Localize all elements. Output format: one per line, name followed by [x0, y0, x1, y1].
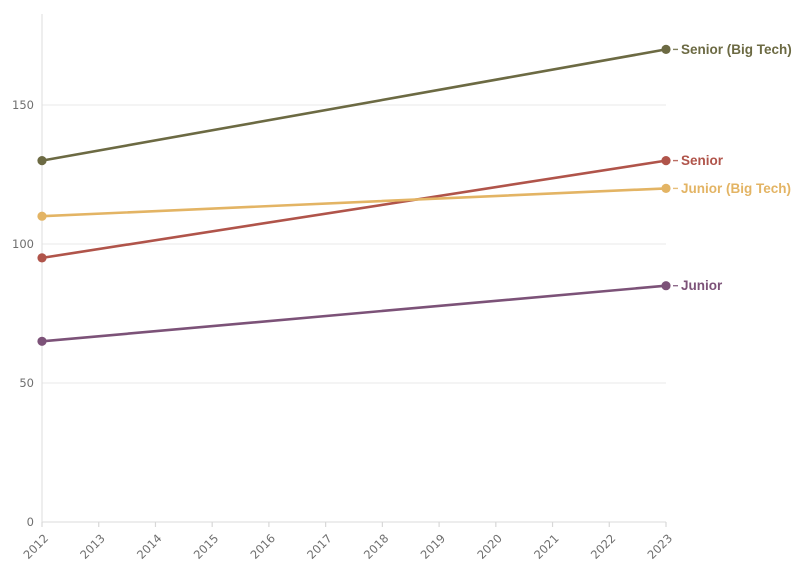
data-point — [661, 183, 671, 193]
x-tick-label: 2013 — [77, 531, 108, 562]
series-line — [40, 159, 668, 260]
x-tick-label: 2012 — [21, 531, 52, 562]
x-tick-label: 2022 — [588, 531, 619, 562]
data-point — [37, 211, 47, 221]
x-tick-label: 2021 — [531, 531, 562, 562]
x-tick-label: 2019 — [418, 531, 449, 562]
x-tick-label: 2014 — [134, 531, 165, 562]
series-label: Senior (Big Tech) — [681, 42, 792, 57]
series-line — [40, 187, 668, 218]
x-tick-label: 2016 — [247, 531, 278, 562]
series-line — [40, 48, 668, 162]
data-point — [661, 281, 671, 291]
x-tick-label: 2020 — [474, 531, 505, 562]
data-point — [661, 44, 671, 55]
y-tick-label: 100 — [12, 237, 34, 251]
series-label: Junior — [681, 278, 723, 293]
series-label: Junior (Big Tech) — [681, 181, 791, 196]
data-point — [37, 253, 47, 263]
x-tick-label: 2018 — [361, 531, 392, 562]
x-tick-label: 2017 — [304, 531, 335, 562]
y-tick-label: 50 — [19, 376, 34, 390]
data-point — [661, 156, 671, 166]
series-label: Senior — [681, 153, 724, 168]
data-point — [37, 156, 47, 166]
y-tick-label: 0 — [27, 515, 34, 529]
x-tick-label: 2023 — [645, 531, 676, 562]
series-line — [40, 284, 668, 343]
data-point — [37, 336, 47, 346]
x-tick-label: 2015 — [191, 531, 222, 562]
y-tick-label: 150 — [12, 98, 34, 112]
